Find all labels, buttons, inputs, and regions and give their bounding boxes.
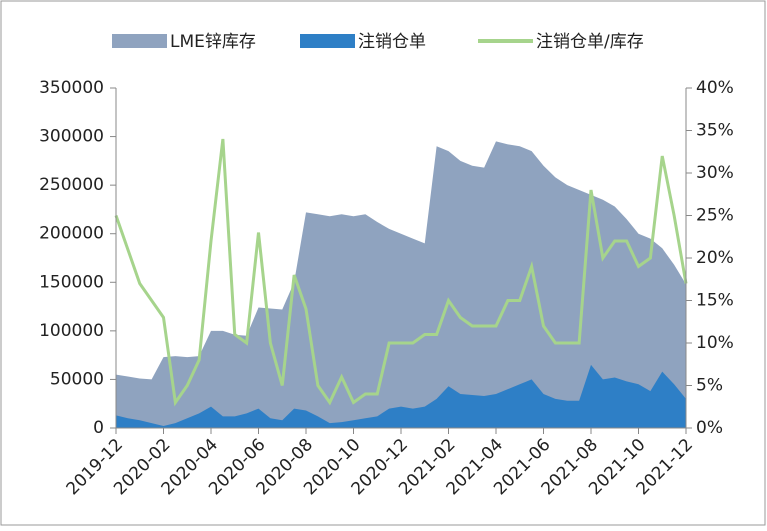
legend-swatch [300,34,355,48]
legend-item: 注销仓单 [300,32,426,52]
y2-tick-label: 0% [696,418,723,438]
y2-tick-label: 20% [696,248,734,268]
y-tick-label: 50000 [50,369,104,389]
y2-tick-label: 10% [696,333,734,353]
y-tick-label: 300000 [39,127,104,147]
y-tick-label: 0 [93,418,104,438]
area [116,364,686,428]
y-tick-label: 250000 [39,175,104,195]
area [116,141,686,428]
line [114,138,688,407]
legend-label: LME锌库存 [170,32,256,52]
y-tick-label: 100000 [39,321,104,341]
y2-tick-label: 15% [696,291,734,311]
legend-item: LME锌库存 [112,32,256,52]
y2-tick-label: 40% [696,78,734,98]
legend-item: 注销仓单/库存 [478,32,644,52]
legend-label: 注销仓单 [358,32,426,52]
y-tick-label: 350000 [39,78,104,98]
y2-tick-label: 35% [696,121,734,141]
legend-label: 注销仓单/库存 [536,32,644,52]
y-tick-label: 150000 [39,272,104,292]
legend-swatch [112,34,167,48]
y2-tick-label: 30% [696,163,734,183]
y2-tick-label: 25% [696,206,734,226]
y-tick-label: 200000 [39,224,104,244]
y2-tick-label: 5% [696,376,723,396]
